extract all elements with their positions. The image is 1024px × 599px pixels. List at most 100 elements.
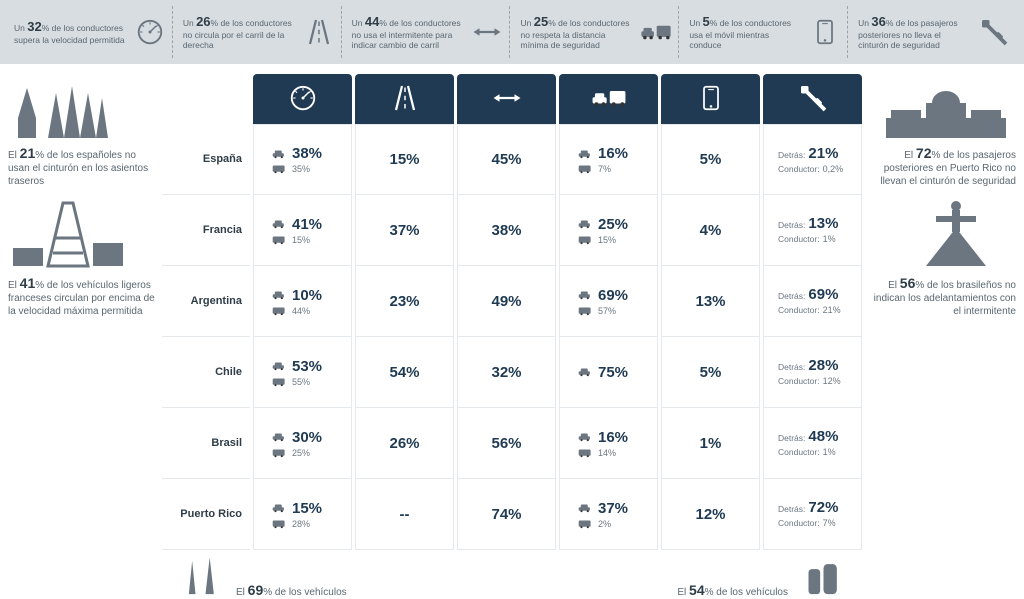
cars-icon: [640, 16, 672, 48]
pct-value: 74%: [491, 506, 521, 523]
header-stat-cars: Un 25% de los conductores no respeta la …: [514, 6, 679, 58]
pct-value: 72%: [808, 499, 838, 516]
country-label: Argentina: [162, 266, 250, 337]
bus-mini-icon: [578, 448, 592, 458]
pct-value: 25%: [598, 216, 628, 233]
bus-mini-icon: [272, 377, 286, 387]
footer-strip: El 69% de los vehículos El 54% de los veh…: [0, 550, 1024, 599]
pct-value: 23%: [389, 293, 419, 310]
pct-sub: 28%: [292, 519, 310, 529]
speed-icon: [134, 16, 166, 48]
bus-mini-icon: [578, 164, 592, 174]
car-mini-icon: [272, 290, 286, 300]
pct-value: 69: [248, 582, 264, 598]
td-speed: 10%44%: [253, 266, 352, 337]
td-phone: 1%: [661, 408, 760, 479]
arrows-icon: [492, 83, 522, 116]
pct-sub: 2%: [598, 519, 611, 529]
td-lane: 23%: [355, 266, 454, 337]
belt-icon: [978, 16, 1010, 48]
country-label: Puerto Rico: [162, 479, 250, 550]
data-table: España38%35%15%45%16%7%5%Detrás:21%Condu…: [162, 74, 862, 550]
footer-text: El 54% de los vehículos: [677, 581, 788, 599]
pct-sub: 44%: [292, 306, 310, 316]
pct-value: 48%: [808, 428, 838, 445]
arrows-icon: [471, 16, 503, 48]
td-lane: --: [355, 479, 454, 550]
side-text: El 72% de los pasajeros posteriores en P…: [866, 144, 1016, 188]
pct-value: 41: [20, 275, 36, 291]
td-belt: Detrás:28%Conductor:12%: [763, 337, 862, 408]
car-mini-icon: [272, 432, 286, 442]
header-stat-arrows: Un 44% de los conductores no usa el inte…: [346, 6, 511, 58]
car-mini-icon: [272, 219, 286, 229]
car-mini-icon: [272, 503, 286, 513]
pct-value: 28%: [808, 357, 838, 374]
belt-detras-label: Detrás:: [778, 150, 805, 160]
pct-value: 5%: [700, 151, 722, 168]
pct-value: 75%: [598, 364, 628, 381]
bus-mini-icon: [272, 306, 286, 316]
lane-icon: [390, 83, 420, 116]
table-body: España38%35%15%45%16%7%5%Detrás:21%Condu…: [162, 124, 862, 550]
pct-value: 21%: [808, 145, 838, 162]
td-speed: 53%55%: [253, 337, 352, 408]
pct-value: 26: [196, 14, 210, 29]
pct-value: 15%: [292, 500, 322, 517]
pct-sub: 14%: [598, 448, 616, 458]
header-stat-text: Un 25% de los conductores no respeta la …: [520, 14, 634, 50]
belt-conductor-label: Conductor:: [778, 518, 820, 528]
th-cars: [559, 74, 658, 124]
td-arrows: 49%: [457, 266, 556, 337]
side-text: El 56% de los brasileños no indican los …: [866, 274, 1016, 318]
td-cars: 25%15%: [559, 195, 658, 266]
pct-value: 49%: [491, 293, 521, 310]
phone-icon: [697, 84, 725, 115]
td-phone: 5%: [661, 124, 760, 195]
td-cars: 69%57%: [559, 266, 658, 337]
car-mini-icon: [272, 149, 286, 159]
td-phone: 12%: [661, 479, 760, 550]
pct-value: 69%: [598, 287, 628, 304]
main-content: El 21% de los españoles no usan el cintu…: [0, 64, 1024, 550]
pct-value: 41%: [292, 216, 322, 233]
belt-detras-label: Detrás:: [778, 433, 805, 443]
td-belt: Detrás:72%Conductor:7%: [763, 479, 862, 550]
header-stat-text: Un 32% de los conductores supera la velo…: [14, 19, 128, 45]
td-arrows: 56%: [457, 408, 556, 479]
table-row: Chile53%55%54%32%75%5%Detrás:28%Conducto…: [162, 337, 862, 408]
belt-detras-label: Detrás:: [778, 362, 805, 372]
pct-value: 13%: [695, 293, 725, 310]
pct-value: 25: [534, 14, 548, 29]
pct-value: 38%: [491, 222, 521, 239]
pct-value: 54: [689, 582, 705, 598]
belt-conductor-label: Conductor:: [778, 164, 820, 174]
th-arrows: [457, 74, 556, 124]
car-mini-icon: [578, 367, 592, 377]
pct-sub: 15%: [292, 235, 310, 245]
belt-conductor-label: Conductor:: [778, 234, 820, 244]
side-block: El 21% de los españoles no usan el cintu…: [8, 74, 158, 188]
car-mini-icon: [578, 503, 592, 513]
pct-value: 44: [365, 14, 379, 29]
pct-sub: 21%: [823, 305, 841, 315]
th-belt: [763, 74, 862, 124]
pct-value: 10%: [292, 287, 322, 304]
footer-block: El 69% de los vehículos: [178, 554, 347, 599]
pct-sub: 7%: [598, 164, 611, 174]
header-stat-speed: Un 32% de los conductores supera la velo…: [8, 6, 173, 58]
th-speed: [253, 74, 352, 124]
car-mini-icon: [578, 219, 592, 229]
header-strip: Un 32% de los conductores supera la velo…: [0, 0, 1024, 64]
right-sidebar: El 72% de los pasajeros posteriores en P…: [866, 74, 1016, 550]
table-head: [162, 74, 862, 124]
td-cars: 16%7%: [559, 124, 658, 195]
pct-value: 36: [871, 14, 885, 29]
bus-mini-icon: [272, 519, 286, 529]
th-blank: [162, 74, 250, 124]
belt-conductor-label: Conductor:: [778, 447, 820, 457]
table-row: Argentina10%44%23%49%69%57%13%Detrás:69%…: [162, 266, 862, 337]
pct-value: 32%: [491, 364, 521, 381]
rio-illustration: [866, 204, 1016, 268]
belt-conductor-label: Conductor:: [778, 376, 820, 386]
